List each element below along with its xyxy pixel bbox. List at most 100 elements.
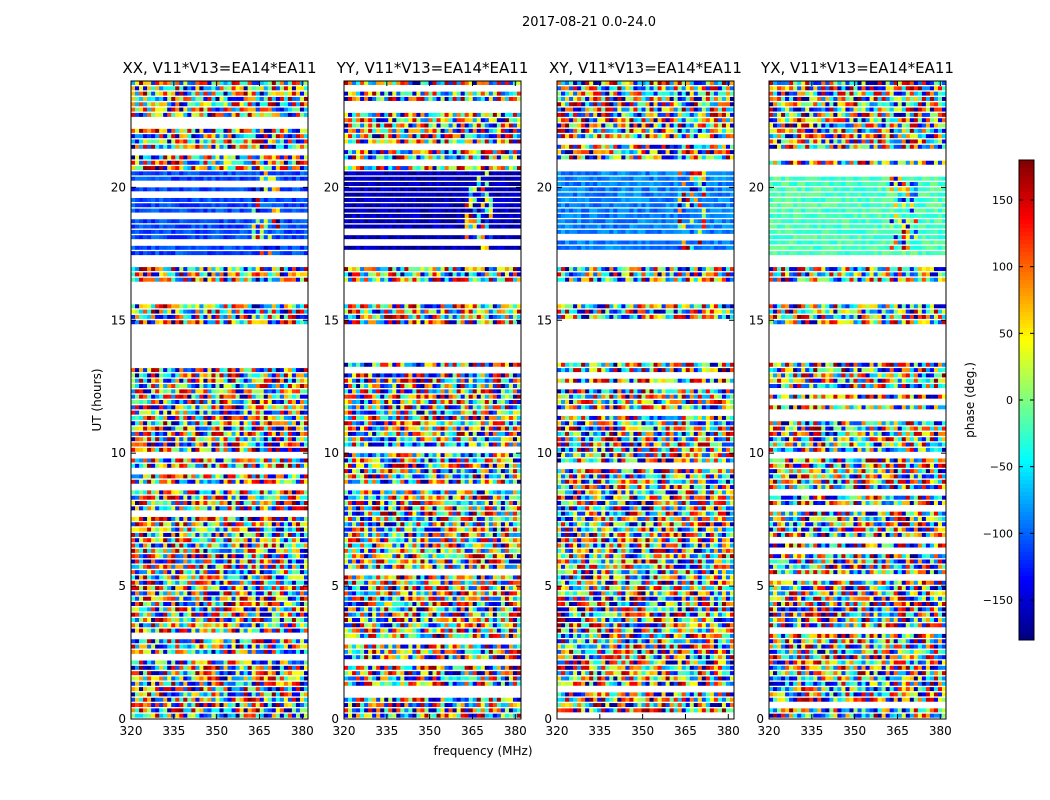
colorbar-segment (1019, 360, 1034, 365)
panel-title: YY, V11*V13=EA14*EA11 (336, 59, 529, 77)
x-tick-label: 335 (588, 724, 611, 738)
colorbar-segment (1019, 320, 1034, 325)
panel-frame (556, 80, 735, 720)
colorbar-segment (1019, 256, 1034, 261)
colorbar-segment (1019, 396, 1034, 401)
panel-image (344, 81, 521, 719)
colorbar-segment (1019, 284, 1034, 289)
panel-image (769, 81, 946, 719)
colorbar-segment (1019, 436, 1034, 441)
colorbar-segment (1019, 544, 1034, 549)
x-tick-label: 365 (248, 724, 271, 738)
colorbar-tick-label: 150 (992, 194, 1013, 207)
colorbar-segment (1019, 532, 1034, 537)
colorbar-segment (1019, 576, 1034, 581)
colorbar-segment (1019, 280, 1034, 285)
colorbar-segment (1019, 624, 1034, 629)
colorbar-segment (1019, 336, 1034, 341)
colorbar-segment (1019, 164, 1034, 169)
panel-yx: YX, V11*V13=EA14*EA11 320 335 350 365 380 0 5 10… (749, 59, 954, 738)
colorbar-segment (1019, 632, 1034, 637)
colorbar-label: phase (deg.) (963, 362, 977, 438)
colorbar-segment (1019, 488, 1034, 493)
y-tick-label: 20 (324, 180, 339, 194)
colorbar-segment (1019, 476, 1034, 481)
colorbar-tick-label: −150 (983, 594, 1013, 607)
colorbar-segment (1019, 568, 1034, 573)
colorbar-segment (1019, 460, 1034, 465)
colorbar-segment (1019, 260, 1034, 265)
colorbar-segment (1019, 332, 1034, 337)
colorbar-segment (1019, 440, 1034, 445)
y-tick-label: 10 (537, 446, 552, 460)
y-tick-label: 0 (118, 712, 126, 726)
y-tick-label: 15 (111, 313, 126, 327)
panel-title: YX, V11*V13=EA14*EA11 (760, 59, 954, 77)
panel-xx: XX, V11*V13=EA14*EA11 320 335 350 365 380 0 5 10… (111, 59, 317, 738)
colorbar-segment (1019, 472, 1034, 477)
colorbar-segment (1019, 304, 1034, 309)
colorbar-tick-label: 100 (992, 261, 1013, 274)
colorbar-segment (1019, 240, 1034, 245)
colorbar-segment (1019, 264, 1034, 269)
colorbar-segment (1019, 444, 1034, 449)
colorbar-segment (1019, 580, 1034, 585)
x-tick-label: 320 (333, 724, 356, 738)
x-tick-label: 320 (758, 724, 781, 738)
colorbar-segment (1019, 328, 1034, 333)
colorbar-segment (1019, 468, 1034, 473)
colorbar-segment (1019, 232, 1034, 237)
colorbar-segment (1019, 628, 1034, 633)
colorbar-segment (1019, 484, 1034, 489)
colorbar-segment (1019, 608, 1034, 613)
y-tick-label: 15 (324, 313, 339, 327)
colorbar-segment (1019, 228, 1034, 233)
colorbar-tick-label: 50 (999, 327, 1013, 340)
colorbar-segment (1019, 392, 1034, 397)
colorbar-segment (1019, 508, 1034, 513)
y-tick-label: 0 (756, 712, 764, 726)
colorbar-segment (1019, 496, 1034, 501)
x-tick-label: 380 (717, 724, 740, 738)
colorbar-segment (1019, 372, 1034, 377)
colorbar-segment (1019, 196, 1034, 201)
colorbar-segment (1019, 612, 1034, 617)
y-tick-label: 10 (749, 446, 764, 460)
y-tick-label: 5 (544, 579, 552, 593)
y-tick-label: 15 (749, 313, 764, 327)
panel-xy: XY, V11*V13=EA14*EA11 320 335 350 365 380 0 5 10… (537, 59, 742, 738)
y-tick-label: 20 (537, 180, 552, 194)
x-tick-label: 365 (886, 724, 909, 738)
colorbar-segment (1019, 636, 1034, 641)
colorbar-segment (1019, 408, 1034, 413)
x-tick-label: 335 (800, 724, 823, 738)
colorbar-segment (1019, 160, 1034, 165)
x-tick-label: 320 (546, 724, 569, 738)
colorbar-segment (1019, 272, 1034, 277)
y-tick-label: 0 (331, 712, 339, 726)
panel-frame (768, 80, 947, 720)
colorbar-segment (1019, 592, 1034, 597)
panel-title: XY, V11*V13=EA14*EA11 (549, 59, 742, 77)
colorbar-segment (1019, 340, 1034, 345)
x-tick-label: 365 (674, 724, 697, 738)
colorbar-tick-label: −100 (983, 527, 1013, 540)
colorbar-segment (1019, 604, 1034, 609)
y-tick-label: 5 (331, 579, 339, 593)
figure-suptitle: 2017-08-21 0.0-24.0 (522, 15, 656, 30)
panel-image (131, 81, 308, 719)
panel-frame (130, 80, 309, 720)
x-tick-label: 380 (929, 724, 952, 738)
y-tick-label: 10 (324, 446, 339, 460)
colorbar-segment (1019, 312, 1034, 317)
colorbar-segment (1019, 200, 1034, 205)
x-tick-label: 335 (375, 724, 398, 738)
colorbar-segment (1019, 344, 1034, 349)
colorbar-segment (1019, 252, 1034, 257)
colorbar-segment (1019, 480, 1034, 485)
colorbar-segment (1019, 300, 1034, 305)
colorbar-segment (1019, 292, 1034, 297)
colorbar-segment (1019, 368, 1034, 373)
y-tick-label: 20 (749, 180, 764, 194)
colorbar-segment (1019, 412, 1034, 417)
